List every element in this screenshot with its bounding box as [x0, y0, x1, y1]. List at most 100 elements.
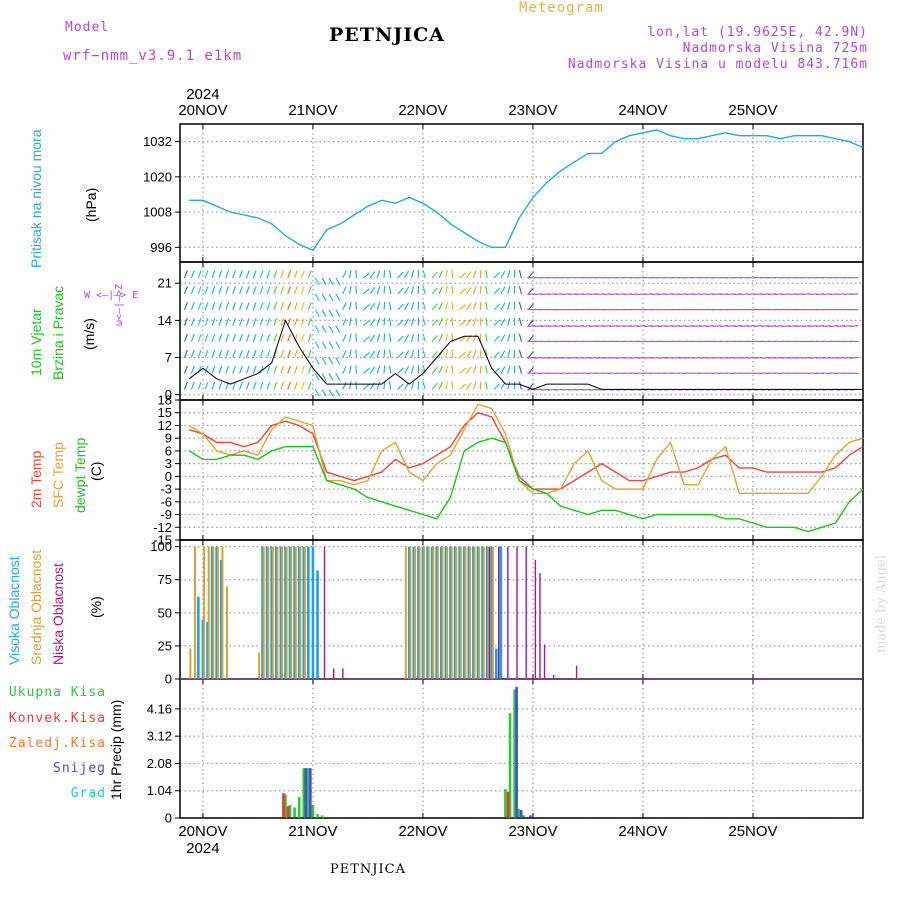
- wind-barb: [788, 325, 797, 327]
- wind-barb: [485, 301, 488, 310]
- wind-barb: [383, 301, 386, 310]
- wind-barb: [754, 325, 763, 327]
- wind-barb: [445, 269, 448, 279]
- wind-barb: [363, 272, 370, 279]
- wind-barb: [328, 277, 334, 286]
- wind-barb: [671, 325, 680, 327]
- wind-barb: [239, 286, 243, 295]
- wind-barb: [294, 286, 298, 295]
- wind-barb: [726, 325, 735, 327]
- wind-barb: [300, 318, 305, 326]
- y-tick-label: 75: [158, 572, 172, 587]
- wind-barb: [692, 293, 701, 296]
- wind-barb: [843, 325, 852, 327]
- wind-barb: [273, 302, 278, 310]
- wind-barb: [300, 381, 305, 390]
- wind-barb: [314, 341, 320, 349]
- wind-barb: [252, 349, 257, 358]
- wind-barb: [410, 365, 415, 374]
- wind-barb: [699, 356, 708, 359]
- wind-barb: [259, 365, 264, 374]
- wind-barb: [239, 349, 243, 358]
- wind-barb: [335, 389, 341, 397]
- date-label-top: 20NOV: [178, 102, 227, 119]
- sfc-temp-line: [188, 403, 864, 494]
- wind-barb: [321, 389, 327, 397]
- wind-barb: [266, 333, 271, 342]
- wind-barb: [527, 271, 534, 279]
- wind-barb: [363, 383, 370, 390]
- model-label: Model: [65, 20, 110, 35]
- wind-barb: [239, 270, 243, 279]
- wind-barb: [252, 333, 257, 342]
- wind-barb: [184, 349, 188, 358]
- wind-barb: [190, 349, 195, 358]
- wind-barb: [314, 293, 320, 302]
- wind-barb: [582, 356, 591, 359]
- wind-barb: [232, 333, 237, 342]
- wind-barb: [328, 373, 334, 381]
- wind-barb: [788, 293, 797, 296]
- wind-barb: [245, 349, 250, 358]
- wind-barb: [355, 285, 358, 294]
- wind-barb: [273, 318, 278, 326]
- wind-barb: [712, 356, 721, 359]
- wind-barb: [623, 356, 632, 359]
- wind-barb: [518, 333, 523, 342]
- wind-barb: [829, 325, 838, 327]
- wind-barb: [637, 325, 646, 327]
- wind-barb: [445, 349, 448, 358]
- wind-barb: [451, 285, 454, 294]
- wind-barb: [431, 271, 438, 279]
- wind-barb: [795, 356, 804, 359]
- wind-barb: [369, 350, 376, 358]
- wind-barb: [369, 334, 376, 342]
- wind-barb: [383, 285, 386, 294]
- wind-barb: [602, 356, 611, 359]
- wind-barb: [321, 277, 327, 286]
- wind-barb: [252, 270, 257, 279]
- wind-barb: [547, 325, 556, 327]
- wind-barb: [623, 293, 632, 296]
- wind-barb: [245, 270, 250, 279]
- wind-barb: [451, 365, 454, 374]
- wind-barb: [349, 349, 352, 358]
- wind-barb: [383, 365, 386, 374]
- wind-barb: [472, 302, 477, 310]
- wind-barb: [650, 325, 660, 327]
- wind-barb: [280, 365, 285, 374]
- wind-barb: [211, 381, 216, 390]
- wind-barb: [184, 286, 188, 295]
- wind-barb: [252, 302, 257, 310]
- wind-barb: [388, 301, 392, 310]
- wind-barb: [767, 356, 776, 359]
- wind-barb: [431, 335, 438, 342]
- wind-barb: [466, 302, 472, 311]
- wind-barb: [761, 325, 770, 327]
- pressure-line: [189, 129, 864, 252]
- model-altitude-label: Nadmorska Visina u modelu 843.716m: [567, 57, 868, 72]
- wind-barb: [280, 302, 285, 310]
- wind-barb: [637, 356, 646, 359]
- wind-barb: [630, 356, 639, 359]
- wind-barb: [554, 356, 563, 359]
- wind-barb: [678, 293, 687, 296]
- wind-barb: [232, 381, 237, 390]
- wind-barb: [507, 333, 511, 342]
- y-tick-label: 2.08: [147, 756, 172, 771]
- wind-barb: [404, 334, 410, 342]
- wind-barb: [472, 333, 477, 342]
- wind-barb: [534, 388, 543, 391]
- wind-barb: [507, 285, 511, 294]
- wind-barb: [822, 293, 831, 296]
- wind-barb: [259, 349, 264, 358]
- date-label-bottom: 25NOV: [728, 823, 777, 840]
- wind-barb: [369, 286, 376, 295]
- wind-barb: [781, 356, 790, 359]
- wind-barb: [422, 317, 426, 326]
- wind-barb: [266, 381, 271, 390]
- wind-barb: [190, 381, 195, 390]
- wind-barb: [802, 293, 811, 296]
- wind-barb: [767, 325, 776, 327]
- wind-barb: [554, 388, 563, 391]
